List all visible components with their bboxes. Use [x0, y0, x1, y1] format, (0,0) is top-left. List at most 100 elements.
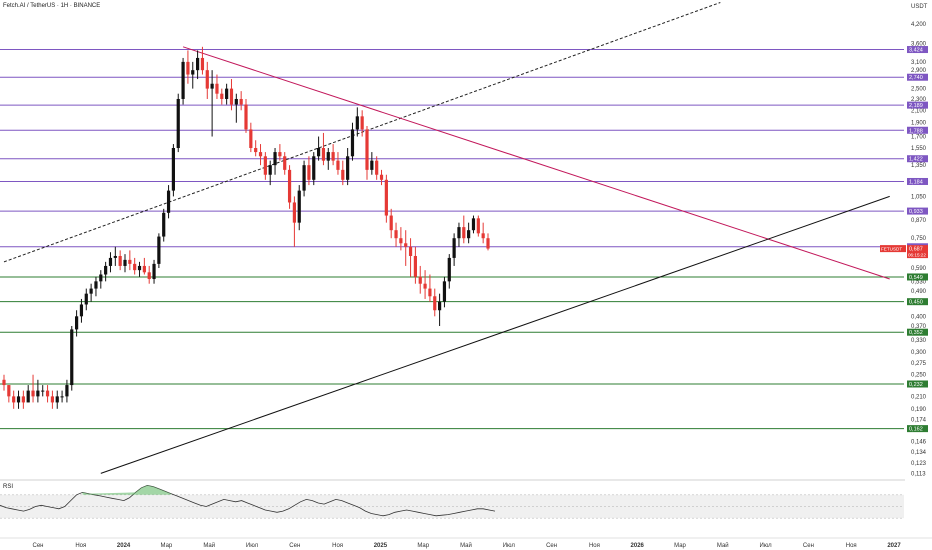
currency-label: USDT — [911, 4, 928, 10]
level-price-label: 0,352 — [909, 330, 923, 336]
candle-84 — [408, 238, 413, 277]
candle-body — [133, 263, 137, 271]
time-tick-label: 2026 — [631, 543, 645, 549]
candle-body — [36, 390, 40, 397]
level-price-label: 3,424 — [909, 48, 923, 54]
candle-59 — [287, 165, 292, 209]
candle-body — [196, 57, 200, 71]
candle-body — [438, 301, 442, 311]
time-tick-label: Май — [203, 542, 215, 549]
candle-62 — [302, 160, 306, 197]
price-tick-label: 0,370 — [911, 324, 927, 330]
level-price-label: 0,232 — [909, 382, 923, 388]
candle-24 — [118, 250, 122, 271]
time-axis[interactable]: Сен Ноя 2024 Мар Май Июл Сен Ноя 2025 Мар Май Июл Се… — [0, 537, 932, 549]
price-tick-label: 0,146 — [911, 440, 927, 446]
candle-body — [408, 246, 413, 256]
candle-body — [152, 263, 156, 280]
candle-body — [147, 272, 151, 280]
candle-92 — [447, 254, 451, 289]
horizontal-levels — [0, 49, 904, 430]
level-price-badge — [907, 328, 928, 336]
candle-67 — [326, 148, 330, 170]
candle-15 — [75, 310, 79, 337]
price-tick-label: 0,275 — [911, 361, 927, 367]
candle-89 — [433, 288, 437, 317]
level-price-badge — [907, 46, 928, 54]
current-price-label: 0,687 — [909, 247, 923, 253]
price-tick-label: 3,600 — [911, 41, 927, 47]
candle-69 — [336, 152, 340, 175]
rsi-line — [0, 484, 496, 517]
candle-16 — [79, 298, 84, 323]
candle-body — [186, 61, 190, 75]
candle-body — [113, 255, 117, 258]
price-tick-label: 2,100 — [911, 108, 927, 114]
price-tick-label: 0,330 — [911, 338, 927, 344]
candle-63 — [307, 156, 311, 186]
candle-76 — [370, 152, 374, 175]
candle-body — [16, 396, 21, 403]
candle-body — [215, 83, 219, 94]
time-tick-label: Ноя — [75, 543, 86, 549]
price-tick-label: 1,700 — [911, 135, 927, 141]
candle-90 — [438, 293, 442, 327]
candle-body — [486, 238, 490, 249]
candle-body — [2, 379, 6, 386]
candle-body — [118, 255, 122, 266]
candle-body — [423, 283, 427, 289]
candle-54 — [263, 152, 267, 180]
candle-body — [326, 152, 330, 161]
candle-body — [50, 396, 54, 403]
candle-80 — [389, 208, 393, 239]
level-price-badge — [907, 298, 928, 306]
candle-44 — [215, 74, 219, 99]
candle-body — [263, 156, 267, 175]
candle-5 — [26, 385, 30, 403]
candle-body — [399, 238, 403, 244]
candle-body — [283, 156, 287, 170]
candle-body — [312, 156, 316, 180]
candle-body — [413, 255, 417, 277]
candle-41 — [200, 46, 205, 75]
candle-52 — [254, 140, 258, 157]
level-price-label: 0,549 — [909, 275, 923, 281]
price-tick-label: 0,750 — [911, 236, 927, 242]
level-price-badge — [907, 177, 928, 185]
chart-title: Fetch.AI / TetherUS · 1Н · BINANCE — [3, 3, 100, 9]
price-axis[interactable]: 4,200 3,600 3,100 2,900 2,500 2,300 2,100 1,900… — [880, 0, 932, 550]
candle-49 — [239, 91, 243, 111]
candle-55 — [268, 160, 272, 186]
candle-body — [26, 390, 30, 403]
level-price-badge — [907, 207, 928, 215]
candle-32 — [157, 233, 161, 269]
candle-97 — [471, 215, 476, 234]
candle-60 — [292, 196, 296, 247]
candle-18 — [89, 283, 93, 302]
time-tick-label: Ноя — [846, 543, 857, 549]
candle-13 — [65, 379, 69, 403]
candle-body — [355, 116, 359, 130]
candle-21 — [104, 261, 108, 282]
candle-body — [142, 265, 146, 273]
candle-58 — [283, 152, 287, 175]
rsi-label: RSI — [3, 484, 13, 490]
candle-8 — [41, 385, 45, 397]
level-price-badge — [907, 126, 928, 134]
candle-body — [7, 385, 11, 397]
candle-9 — [45, 385, 50, 403]
candle-14 — [70, 326, 74, 391]
candle-51 — [249, 122, 253, 153]
candle-body — [162, 212, 166, 237]
candle-22 — [108, 252, 113, 273]
candle-body — [205, 70, 209, 89]
candle-body — [128, 259, 132, 264]
candle-4 — [21, 390, 25, 409]
level-price-label: 2,740 — [909, 75, 923, 81]
candle-body — [428, 288, 432, 297]
candle-body — [244, 104, 248, 130]
candle-72 — [350, 122, 355, 161]
candle-29 — [142, 257, 146, 275]
candle-body — [225, 88, 229, 99]
